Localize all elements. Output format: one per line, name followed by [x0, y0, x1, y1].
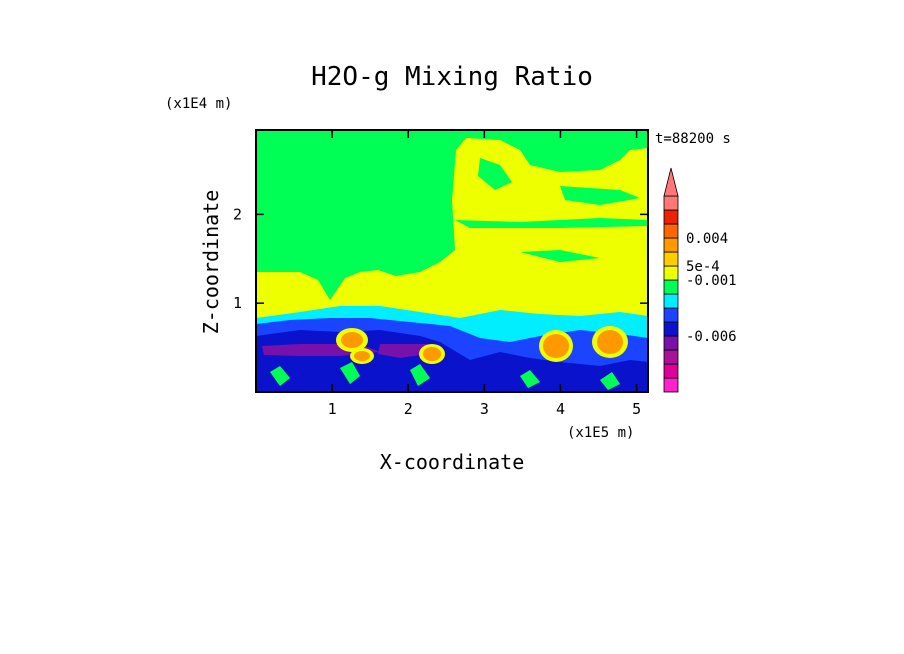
- x-tick-label: 1: [328, 400, 337, 418]
- colorbar-level: [663, 363, 679, 379]
- time-label: t=88200 s: [655, 131, 731, 147]
- x-tick-label: 2: [404, 400, 413, 418]
- colorbar-labels: 0.004 5e-4-0.001 -0.006: [686, 231, 737, 345]
- colorbar-level: [663, 195, 679, 211]
- colorbar-level: [663, 237, 679, 253]
- y-axis-ticks: 12: [233, 205, 648, 312]
- y-scale-note: (x1E4 m): [165, 96, 232, 112]
- y-axis-label: Z-coordinate: [199, 190, 223, 335]
- colorbar-label: -0.006: [686, 329, 737, 345]
- y-tick-label: 2: [233, 205, 242, 223]
- contour-field: [256, 130, 648, 392]
- y-tick-label: 1: [233, 294, 242, 312]
- colorbar-level: [663, 279, 679, 295]
- colorbar: [663, 167, 679, 393]
- colorbar-level: [663, 377, 679, 393]
- colorbar-level: [663, 251, 679, 267]
- region-green-pocket: [455, 158, 648, 262]
- x-tick-label: 4: [556, 400, 565, 418]
- colorbar-label: 5e-4: [686, 259, 720, 275]
- x-axis-label: X-coordinate: [380, 450, 525, 474]
- colorbar-level: [663, 209, 679, 225]
- colorbar-level: [663, 293, 679, 309]
- colorbar-level: [663, 335, 679, 351]
- colorbar-level: [663, 265, 679, 281]
- colorbar-level: [663, 321, 679, 337]
- x-tick-label: 3: [480, 400, 489, 418]
- x-axis-ticks: 1 2 3 4 5: [328, 130, 641, 418]
- plot-frame: [255, 129, 649, 393]
- colorbar-extend-arrow: [663, 167, 679, 197]
- x-scale-note: (x1E5 m): [567, 425, 634, 441]
- colorbar-level: [663, 223, 679, 239]
- colorbar-label: -0.001: [686, 273, 737, 289]
- region-orange-cells: [336, 326, 628, 364]
- colorbar-label: 0.004: [686, 231, 728, 247]
- x-tick-label: 5: [632, 400, 641, 418]
- region-surface-speckles: [270, 362, 620, 390]
- colorbar-level: [663, 307, 679, 323]
- colorbar-level: [663, 349, 679, 365]
- chart-title: H2O-g Mixing Ratio: [311, 62, 593, 92]
